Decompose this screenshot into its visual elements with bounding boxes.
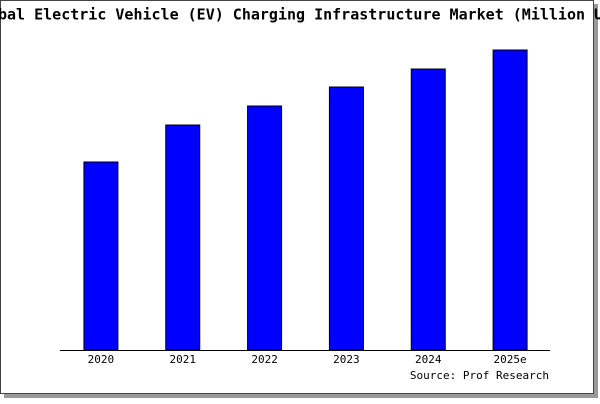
source-note: Source: Prof Research (410, 369, 549, 382)
x-tick-label: 2024 (415, 353, 442, 366)
bar (247, 105, 283, 351)
bar (165, 124, 201, 351)
x-tick-label: 2022 (251, 353, 278, 366)
x-tick-label: 2020 (88, 353, 115, 366)
chart-title: bal Electric Vehicle (EV) Charging Infra… (0, 6, 600, 24)
bar (83, 161, 119, 351)
x-tick-label: 2023 (333, 353, 360, 366)
x-tick-label: 2025e (494, 353, 527, 366)
bar (328, 86, 364, 351)
x-tick-label: 2021 (170, 353, 197, 366)
bar (492, 49, 528, 351)
plot-area (60, 45, 550, 350)
bar (410, 68, 446, 351)
